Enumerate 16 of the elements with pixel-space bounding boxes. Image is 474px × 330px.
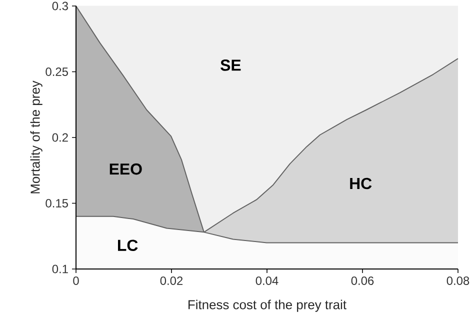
y-tick-label: 0.25 [46, 68, 68, 76]
annotation: HC [350, 178, 372, 190]
annotation: EEO [110, 163, 142, 175]
x-tick-label: 0.04 [256, 276, 278, 285]
y-tick-label: 0.1 [52, 264, 68, 274]
annotation: LC [118, 240, 138, 251]
y-axis-title: Mortality of the prey [30, 80, 42, 194]
annotation: SE [220, 60, 241, 71]
y-tick-label: 0.3 [52, 2, 68, 10]
x-tick-label: 0.02 [160, 276, 183, 285]
x-tick-label: 0.06 [351, 276, 374, 285]
x-axis-title: Fitness cost of the prey trait [188, 300, 346, 312]
y-tick-label: 0.15 [46, 199, 68, 208]
x-tick-label: 0.08 [446, 276, 470, 285]
y-tick-label: 0.2 [52, 133, 68, 142]
x-tick-label: 0 [73, 276, 79, 285]
